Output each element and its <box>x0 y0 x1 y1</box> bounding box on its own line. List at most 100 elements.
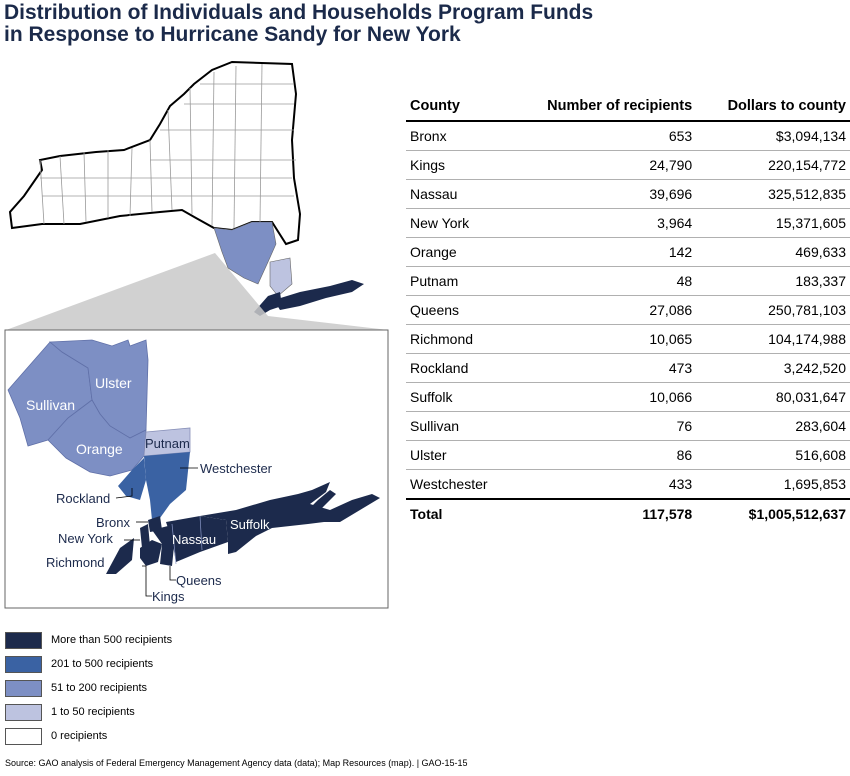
legend-swatch <box>5 679 42 697</box>
legend-item: 1 to 50 recipients <box>5 700 172 724</box>
county-cell: Ulster <box>406 440 511 470</box>
table-row: Nassau 39,696 325,512,835 <box>406 179 850 209</box>
legend-label: 0 recipients <box>51 730 108 742</box>
page-title: Distribution of Individuals and Househol… <box>4 2 704 46</box>
county-cell: Westchester <box>406 469 511 500</box>
dollars-cell: 104,174,988 <box>696 324 850 354</box>
shelter-island-fork <box>306 490 336 520</box>
legend-item: 201 to 500 recipients <box>5 652 172 676</box>
legend-swatch <box>5 727 42 745</box>
recipients-cell: 48 <box>510 266 697 296</box>
county-lines <box>39 63 296 229</box>
dollars-cell: $3,094,134 <box>696 121 850 151</box>
legend-item: 51 to 200 recipients <box>5 676 172 700</box>
label-leader-lines <box>115 467 198 597</box>
label-queens: Queens <box>176 573 222 588</box>
table-row: Rockland 473 3,242,520 <box>406 353 850 383</box>
new-york-map: Ulster Sullivan Orange Putnam Westcheste… <box>4 60 389 609</box>
county-cell: Orange <box>406 237 511 267</box>
county-rockland <box>118 458 146 500</box>
label-richmond: Richmond <box>46 555 105 570</box>
detail-county-borders <box>171 515 203 565</box>
label-westchester: Westchester <box>200 461 273 476</box>
header-dollars: Dollars to county <box>696 92 850 122</box>
label-ulster: Ulster <box>95 375 132 391</box>
table-row: New York 3,964 15,371,605 <box>406 208 850 238</box>
county-cell: Nassau <box>406 179 511 209</box>
dollars-cell: 325,512,835 <box>696 179 850 209</box>
label-kings: Kings <box>152 589 185 604</box>
recipients-cell: 76 <box>510 411 697 441</box>
dollars-cell: 283,604 <box>696 411 850 441</box>
table-row: Suffolk 10,066 80,031,647 <box>406 382 850 412</box>
recipients-cell: 3,964 <box>510 208 697 238</box>
label-putnam: Putnam <box>145 436 190 451</box>
legend-label: 1 to 50 recipients <box>51 706 135 718</box>
dollars-cell: 250,781,103 <box>696 295 850 325</box>
dollars-cell: 469,633 <box>696 237 850 267</box>
title-line-1: Distribution of Individuals and Househol… <box>4 1 594 24</box>
zoom-connector <box>6 253 388 330</box>
table-row: Westchester 433 1,695,853 <box>406 469 850 500</box>
small-map-ulster-sullivan-orange <box>213 221 277 285</box>
county-orange <box>47 399 147 477</box>
total-label: Total <box>406 498 511 528</box>
dollars-cell: 1,695,853 <box>696 469 850 500</box>
table-row: Richmond 10,065 104,174,988 <box>406 324 850 354</box>
county-bronx <box>148 516 162 532</box>
dollars-cell: 183,337 <box>696 266 850 296</box>
table-body: Bronx 653 $3,094,134 Kings 24,790 220,154,772… <box>406 121 850 528</box>
dollars-cell: 3,242,520 <box>696 353 850 383</box>
county-nassau <box>166 516 228 562</box>
county-cell: Sullivan <box>406 411 511 441</box>
funds-table: County Number of recipients Dollars to c… <box>406 92 850 528</box>
legend-item: 0 recipients <box>5 724 172 748</box>
county-new-york <box>140 524 150 548</box>
table-header-row: County Number of recipients Dollars to c… <box>406 92 850 122</box>
dollars-cell: 516,608 <box>696 440 850 470</box>
legend-item: More than 500 recipients <box>5 628 172 652</box>
recipients-cell: 473 <box>510 353 697 383</box>
label-orange: Orange <box>76 441 123 457</box>
recipients-cell: 653 <box>510 121 697 151</box>
county-cell: Suffolk <box>406 382 511 412</box>
dollars-cell: 80,031,647 <box>696 382 850 412</box>
table-row: Bronx 653 $3,094,134 <box>406 121 850 151</box>
county-cell: Richmond <box>406 324 511 354</box>
county-westchester <box>144 452 190 520</box>
header-recipients: Number of recipients <box>510 92 697 122</box>
county-cell: Putnam <box>406 266 511 296</box>
total-dollars: $1,005,512,637 <box>696 498 850 528</box>
map-legend: More than 500 recipients 201 to 500 recip… <box>5 628 172 748</box>
county-cell: Kings <box>406 150 511 180</box>
table-row: Kings 24,790 220,154,772 <box>406 150 850 180</box>
legend-label: 201 to 500 recipients <box>51 658 154 670</box>
table-row: Putnam 48 183,337 <box>406 266 850 296</box>
new-york-state-shape <box>8 60 302 246</box>
label-sullivan: Sullivan <box>26 397 75 413</box>
table-row: Orange 142 469,633 <box>406 237 850 267</box>
legend-label: 51 to 200 recipients <box>51 682 148 694</box>
recipients-cell: 24,790 <box>510 150 697 180</box>
legend-swatch <box>5 703 42 721</box>
table-row: Ulster 86 516,608 <box>406 440 850 470</box>
label-rockland: Rockland <box>56 491 110 506</box>
detail-map: Ulster Sullivan Orange Putnam Westcheste… <box>7 339 380 604</box>
legend-label: More than 500 recipients <box>51 634 173 646</box>
dollars-cell: 220,154,772 <box>696 150 850 180</box>
county-cell: Bronx <box>406 121 511 151</box>
recipients-cell: 433 <box>510 469 697 500</box>
county-queens <box>152 526 174 566</box>
recipients-cell: 142 <box>510 237 697 267</box>
state-outline-map <box>8 60 364 316</box>
source-note: Source: GAO analysis of Federal Emergenc… <box>5 758 468 768</box>
legend-swatch <box>5 655 42 673</box>
county-richmond <box>106 538 134 574</box>
label-bronx: Bronx <box>96 515 130 530</box>
county-cell: New York <box>406 208 511 238</box>
table-total-row: Total 117,578 $1,005,512,637 <box>406 498 850 528</box>
small-map-long-island <box>274 280 364 310</box>
legend-swatch <box>5 631 42 649</box>
county-cell: Rockland <box>406 353 511 383</box>
total-recipients: 117,578 <box>510 498 697 528</box>
